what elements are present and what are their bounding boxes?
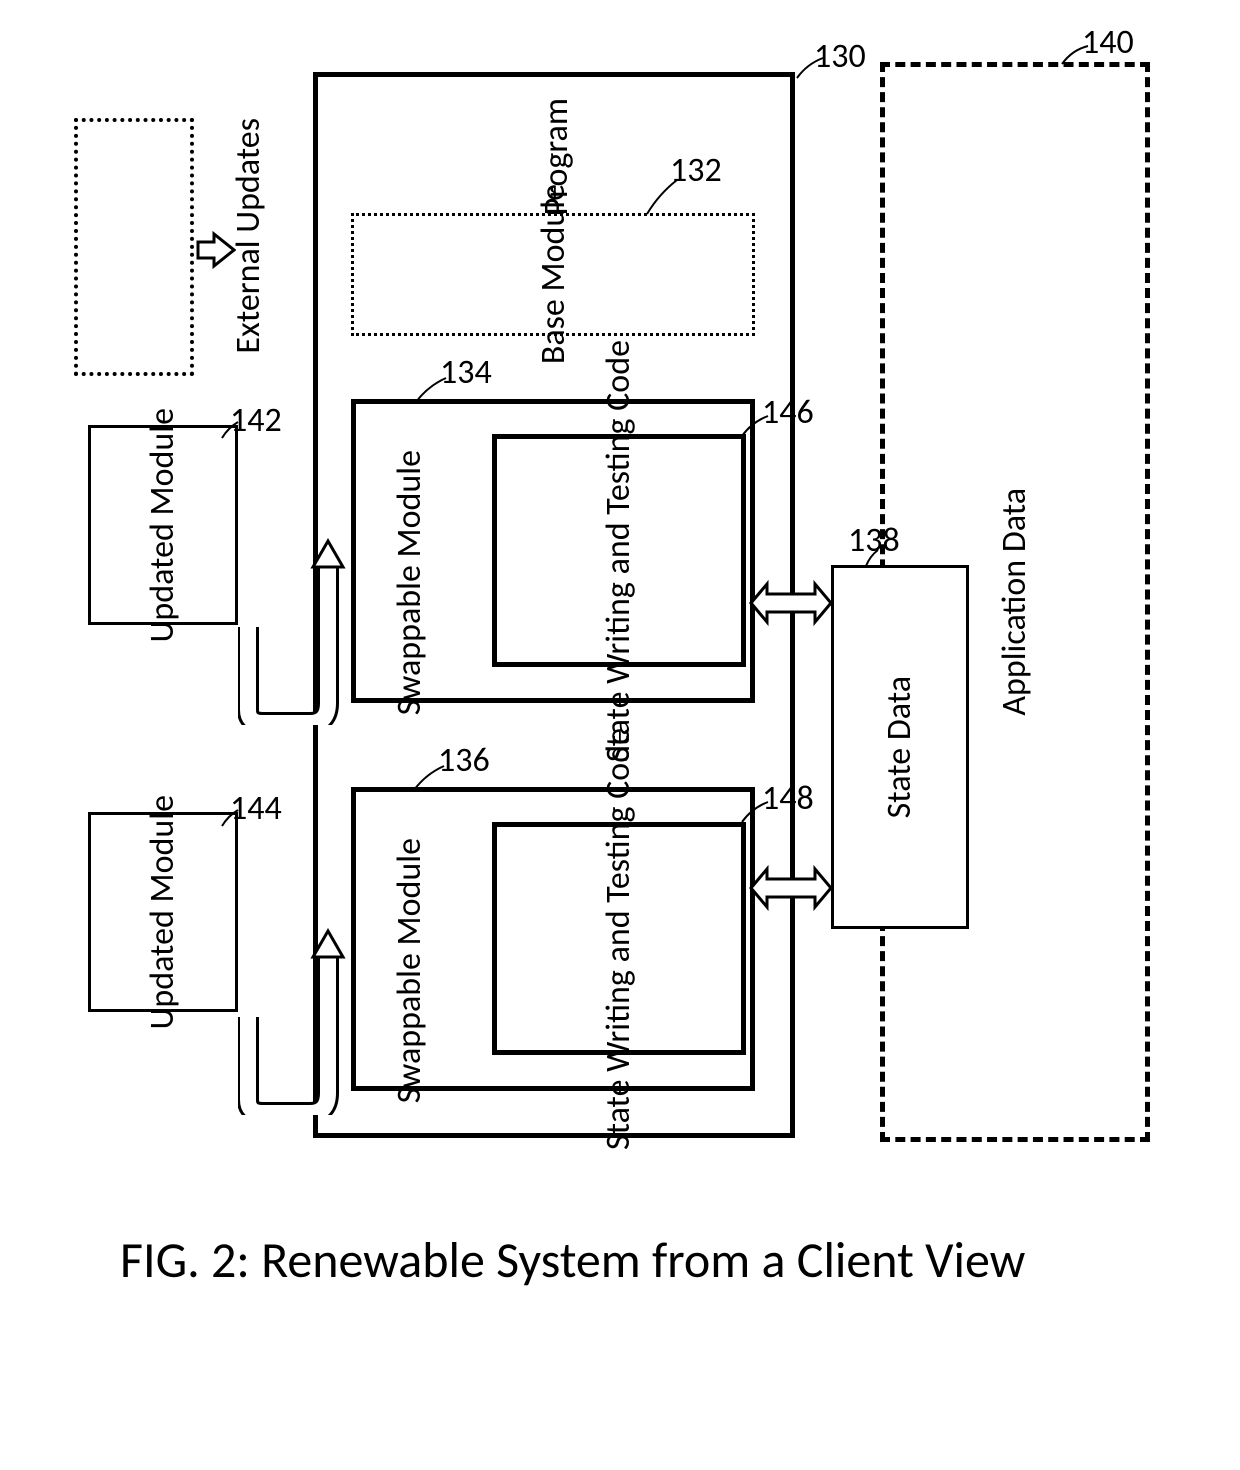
state-data-box: State Data [831,565,969,929]
leader-130 [795,56,825,80]
updated-module-2-label: Updated Module [143,795,184,1029]
arrow-updated-to-swappable-2 [238,925,358,1115]
leader-138 [862,548,882,568]
application-data-label: Application Data [995,488,1036,716]
arrow-external-updates [196,230,236,270]
state-code-2-box: State Writing and Testing Code [492,822,746,1055]
leader-146 [740,414,770,438]
swappable-module-2-label: Swappable Module [390,838,431,1103]
state-code-1-box: State Writing and Testing Code [492,434,746,667]
leader-136 [412,764,446,792]
diagram-canvas: External Updates Program Base Module Swa… [0,0,1240,1470]
arrow-state-2-to-data [749,865,833,911]
base-module-label: Base Module [533,184,574,364]
external-source-box [74,118,194,376]
leader-132 [645,178,679,216]
base-module-box: Base Module [351,213,755,336]
arrow-state-1-to-data [749,580,833,626]
state-code-2-label: State Writing and Testing Code [599,728,640,1150]
updated-module-1-box: Updated Module [88,425,238,625]
state-code-1-label: State Writing and Testing Code [599,340,640,762]
figure-caption: FIG. 2: Renewable System from a Client V… [120,1230,1025,1291]
swappable-module-1-label: Swappable Module [390,450,431,715]
leader-144 [220,808,240,828]
arrow-updated-to-swappable-1 [238,535,358,725]
leader-142 [220,420,240,440]
updated-module-2-box: Updated Module [88,812,238,1012]
leader-140 [1060,44,1090,66]
state-data-label: State Data [880,676,921,818]
leader-134 [414,376,448,404]
leader-148 [740,800,770,824]
updated-module-1-label: Updated Module [143,408,184,642]
